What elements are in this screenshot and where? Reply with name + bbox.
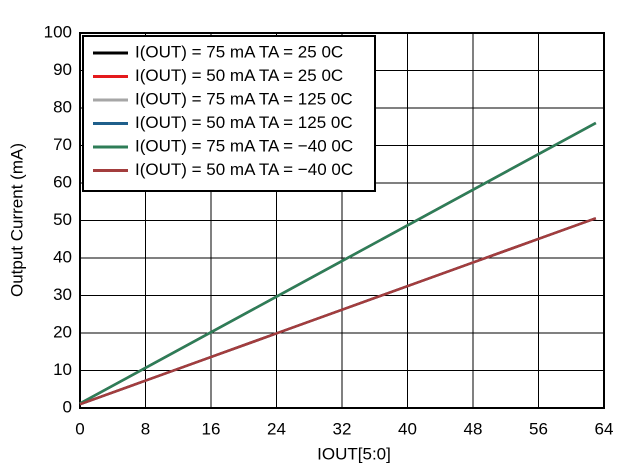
series-line xyxy=(79,121,597,405)
y-tick-label: 60 xyxy=(53,172,72,191)
x-tick-label: 56 xyxy=(529,419,548,438)
legend-label: I(OUT) = 50 mA TA = −40 0C xyxy=(135,160,353,179)
y-tick-label: 0 xyxy=(63,397,72,416)
legend-label: I(OUT) = 50 mA TA = 25 0C xyxy=(135,66,343,85)
x-tick-label: 16 xyxy=(202,419,221,438)
x-tick-label: 48 xyxy=(464,419,483,438)
legend-label: I(OUT) = 75 mA TA = 25 0C xyxy=(135,42,343,61)
x-tick-label: 32 xyxy=(333,419,352,438)
x-tick-label: 24 xyxy=(267,419,286,438)
plot-frame xyxy=(79,32,605,409)
x-tick-label: 8 xyxy=(141,419,150,438)
y-tick-label: 30 xyxy=(53,285,72,304)
legend-label: I(OUT) = 75 mA TA = 125 0C xyxy=(135,89,353,108)
y-axis-label: Output Current (mA) xyxy=(7,143,26,297)
y-tick-label: 10 xyxy=(53,360,72,379)
y-tick-label: 100 xyxy=(44,22,72,41)
x-axis-label: IOUT[5:0] xyxy=(317,444,391,463)
x-tick-label: 0 xyxy=(75,419,84,438)
legend-box xyxy=(82,35,376,192)
y-tick-label: 50 xyxy=(53,210,72,229)
series-line xyxy=(79,217,597,406)
y-tick-label: 20 xyxy=(53,322,72,341)
x-tick-label: 40 xyxy=(398,419,417,438)
legend-label: I(OUT) = 50 mA TA = 125 0C xyxy=(135,113,353,132)
y-tick-label: 40 xyxy=(53,247,72,266)
y-tick-label: 80 xyxy=(53,97,72,116)
legend-label: I(OUT) = 75 mA TA = −40 0C xyxy=(135,136,353,155)
x-tick-label: 64 xyxy=(595,419,614,438)
y-tick-label: 70 xyxy=(53,135,72,154)
y-tick-label: 90 xyxy=(53,60,72,79)
